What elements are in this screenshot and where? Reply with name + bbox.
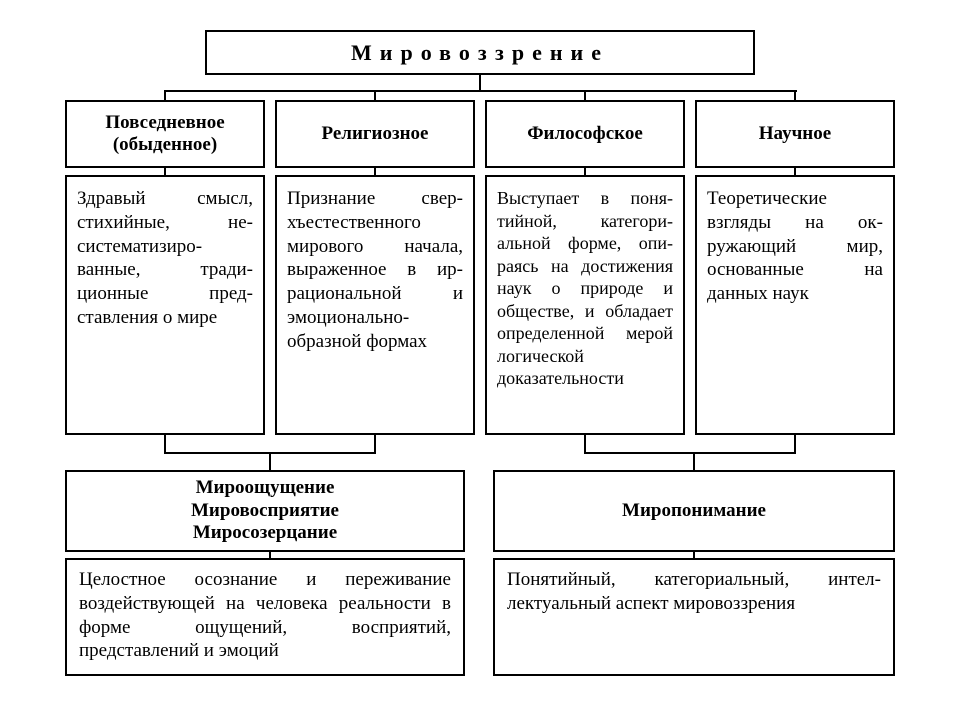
connector — [794, 435, 796, 452]
connector — [479, 75, 481, 90]
col-head-1-text: Религиозное — [322, 123, 429, 145]
col-body-3-text: Теоретические взгляды на ок­ружающий мир… — [707, 188, 883, 304]
connector — [584, 452, 796, 454]
title-box: Мировоззрение — [205, 30, 755, 75]
connector — [693, 452, 695, 470]
connector — [693, 552, 695, 558]
connector — [584, 435, 586, 452]
connector — [269, 452, 271, 470]
lower-body-1-text: Понятийный, категориальный, интел­лектуа… — [507, 569, 881, 614]
col-body-1-text: Признание свер­хъестественного мирового … — [287, 188, 463, 352]
connector — [164, 168, 166, 175]
col-body-1: Признание свер­хъестественного мирового … — [275, 175, 475, 435]
lower-body-1: Понятийный, категориальный, интел­лектуа… — [493, 558, 895, 676]
connector — [269, 552, 271, 558]
col-head-2: Философское — [485, 100, 685, 168]
col-head-0-text: Повседневное (обыденное) — [73, 112, 257, 156]
col-body-3: Теоретические взгляды на ок­ружающий мир… — [695, 175, 895, 435]
col-head-0: Повседневное (обыденное) — [65, 100, 265, 168]
connector — [584, 90, 586, 100]
col-head-2-text: Философское — [527, 123, 643, 145]
connector — [584, 168, 586, 175]
col-head-1: Религиозное — [275, 100, 475, 168]
lower-head-1-text: Миропонимание — [622, 500, 766, 523]
col-body-0: Здравый смысл, стихийные, не­систематизи… — [65, 175, 265, 435]
connector — [794, 90, 796, 100]
connector — [374, 90, 376, 100]
col-body-2: Выступает в поня­тийной, категори­альной… — [485, 175, 685, 435]
col-body-0-text: Здравый смысл, стихийные, не­систематизи… — [77, 188, 253, 328]
lower-body-0: Целостное осознание и переживание воздей… — [65, 558, 465, 676]
lower-body-0-text: Целостное осознание и переживание воздей… — [79, 569, 451, 661]
col-body-2-text: Выступает в поня­тийной, категори­альной… — [497, 188, 673, 388]
col-head-3-text: Научное — [759, 123, 831, 145]
title-text: Мировоззрение — [351, 40, 609, 66]
lower-head-1: Миропонимание — [493, 470, 895, 552]
connector — [164, 90, 166, 100]
col-head-3: Научное — [695, 100, 895, 168]
connector — [374, 168, 376, 175]
connector — [165, 90, 797, 92]
connector — [794, 168, 796, 175]
connector — [164, 435, 166, 452]
connector — [374, 435, 376, 452]
lower-head-0-text: Мироощущение Мировосприятие Миросозерцан… — [191, 477, 339, 545]
lower-head-0: Мироощущение Мировосприятие Миросозерцан… — [65, 470, 465, 552]
